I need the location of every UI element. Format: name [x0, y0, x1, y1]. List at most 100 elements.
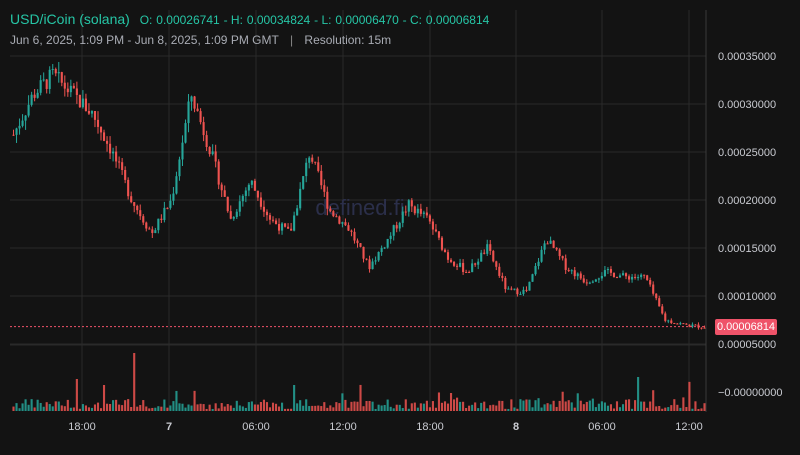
y-tick-label: 0.00015000	[718, 243, 776, 255]
candle-body	[522, 289, 525, 294]
y-tick-label: 0.00030000	[718, 99, 776, 111]
candle-body	[579, 273, 582, 279]
volume-bar	[27, 404, 30, 411]
volume-bar	[18, 408, 21, 411]
candle-body	[428, 215, 431, 222]
candle-body	[335, 216, 338, 218]
candle-body	[90, 111, 94, 114]
candle-body	[136, 205, 139, 211]
candle-layer	[12, 61, 706, 330]
volume-bar	[431, 401, 434, 411]
volume-bar	[66, 399, 69, 411]
candle-body	[223, 190, 226, 197]
candle-body	[383, 247, 386, 249]
candle-body	[262, 206, 266, 212]
volume-bar	[564, 401, 567, 411]
volume-bar	[474, 402, 477, 411]
volume-bar	[459, 401, 462, 411]
volume-bar	[99, 408, 103, 411]
candle-body	[634, 276, 637, 278]
candle-body	[591, 281, 594, 283]
candle-body	[305, 162, 308, 177]
volume-bar	[368, 400, 371, 411]
volume-bar	[495, 405, 498, 411]
volume-bar	[449, 393, 453, 411]
candle-body	[486, 244, 489, 254]
volume-bar	[87, 407, 90, 411]
symbol-label: USD/iCoin (solana)	[10, 11, 130, 27]
volume-bar	[130, 406, 133, 411]
volume-bar	[75, 379, 78, 411]
candle-body	[377, 251, 380, 261]
candle-body	[48, 69, 51, 89]
volume-bar	[90, 407, 94, 411]
volume-bar	[516, 408, 519, 411]
candle-body	[398, 222, 401, 229]
volume-bar	[637, 377, 640, 411]
volume-bar	[404, 399, 407, 411]
candle-body	[329, 208, 332, 212]
volume-bar	[597, 403, 600, 411]
candle-body	[658, 298, 661, 307]
volume-bar	[175, 390, 178, 411]
ohlc-high: 0.00034824	[246, 13, 311, 27]
volume-bar	[211, 408, 214, 411]
volume-bar	[21, 403, 24, 411]
candle-body	[682, 323, 685, 325]
volume-bar	[395, 404, 398, 411]
volume-bar	[329, 405, 332, 411]
candle-body	[621, 273, 625, 276]
volume-bar	[383, 405, 386, 411]
volume-bar	[136, 406, 139, 411]
candle-body	[483, 252, 486, 254]
volume-bar	[504, 408, 507, 411]
volume-bar	[679, 407, 682, 411]
candle-body	[172, 193, 175, 201]
volume-layer	[12, 353, 706, 411]
volume-bar	[124, 400, 127, 411]
candle-body	[646, 275, 649, 281]
candle-body	[555, 247, 558, 250]
candle-body	[468, 272, 471, 274]
candle-body	[217, 161, 220, 185]
candle-body	[27, 104, 30, 116]
volume-tick-label: −0.00000000	[718, 387, 783, 399]
volume-bar	[163, 399, 166, 411]
volume-bar	[48, 404, 51, 411]
volume-bar	[202, 404, 205, 411]
volume-bar	[220, 403, 223, 411]
candle-body	[115, 151, 118, 162]
candle-body	[220, 184, 223, 191]
candle-body	[36, 92, 39, 98]
candle-body	[492, 250, 495, 262]
volume-bar	[489, 405, 492, 411]
candle-body	[287, 226, 290, 229]
volume-bar	[691, 408, 694, 411]
candle-body	[359, 243, 362, 247]
candle-body	[323, 185, 326, 192]
candle-body	[471, 263, 474, 273]
candle-body	[597, 278, 600, 280]
volume-bar	[437, 392, 441, 411]
volume-bar	[477, 408, 480, 411]
volume-bar	[51, 406, 54, 411]
volume-bar	[398, 404, 401, 411]
volume-bar	[552, 400, 555, 411]
candle-body	[576, 273, 579, 277]
volume-bar	[618, 407, 622, 411]
volume-bar	[30, 399, 33, 411]
volume-bar	[196, 404, 199, 411]
volume-bar	[332, 407, 335, 411]
candle-body	[667, 320, 670, 322]
candle-body	[66, 88, 69, 93]
chart-subtitle-row: Jun 6, 2025, 1:09 PM - Jun 8, 2025, 1:09…	[10, 33, 392, 47]
candle-body	[109, 143, 112, 154]
candle-body	[311, 157, 314, 162]
candle-body	[691, 324, 694, 327]
candle-body	[631, 276, 634, 280]
volume-bar	[658, 405, 661, 411]
candle-body	[302, 176, 305, 189]
candle-body	[226, 196, 229, 212]
